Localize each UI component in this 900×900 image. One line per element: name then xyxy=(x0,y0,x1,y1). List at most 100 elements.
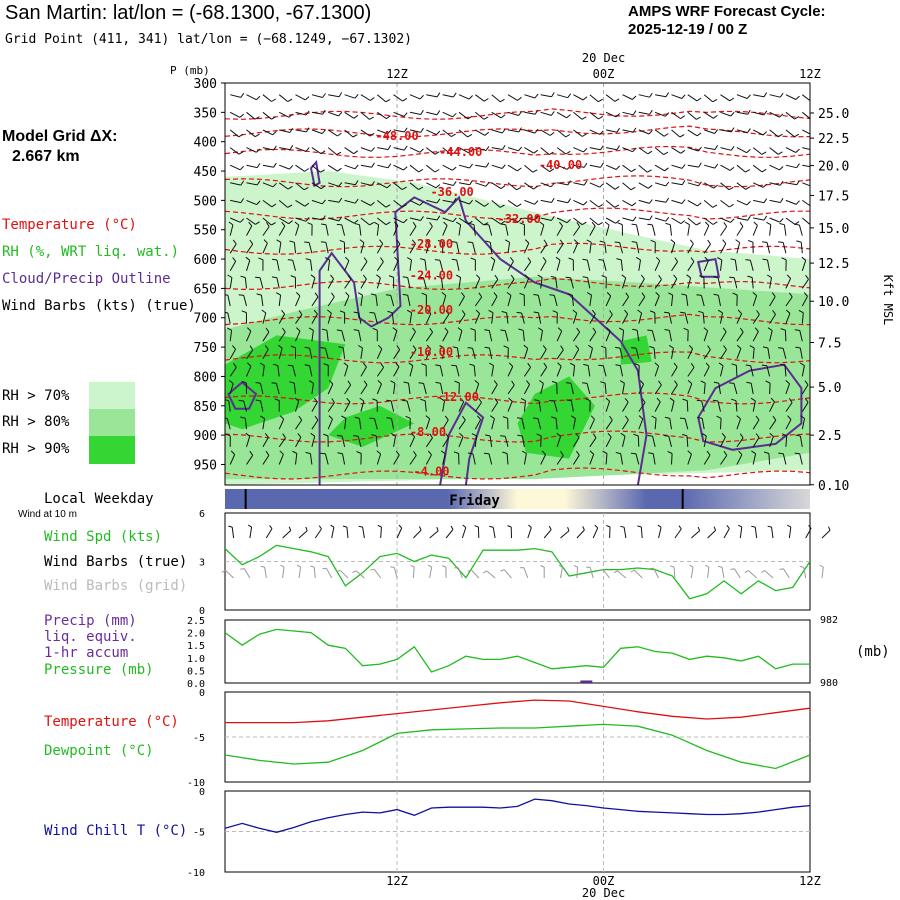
xs-wind-barb-flag xyxy=(745,169,751,173)
surface-wind-barb-true xyxy=(362,527,365,539)
xs-wind-barb xyxy=(277,365,280,377)
xs-wind-barb xyxy=(589,182,601,188)
xs-wind-barb-flag xyxy=(713,293,719,296)
xs-wind-barb xyxy=(325,348,329,359)
xs-wind-barb-flag xyxy=(240,416,246,419)
xs-wind-barb-flag xyxy=(271,98,277,102)
xs-wind-barb xyxy=(605,200,615,208)
xs-wind-barb-flag xyxy=(403,381,409,384)
xs-wind-barb xyxy=(572,454,580,465)
xs-wind-barb xyxy=(703,182,715,189)
xs-wind-barb xyxy=(341,330,346,342)
xs-wind-barb xyxy=(799,347,803,359)
xs-wind-barb xyxy=(702,312,705,324)
xs-wind-barb-flag xyxy=(256,293,262,296)
rh90-region-2 xyxy=(517,376,595,459)
xs-wind-barb-flag xyxy=(281,221,286,227)
xs-wind-barb-flag xyxy=(294,221,300,226)
xs-wind-barb-flag xyxy=(403,145,408,151)
xs-wind-barb xyxy=(638,129,650,135)
xs-wind-barb-flag xyxy=(304,364,310,367)
xs-wind-barb-flag xyxy=(567,93,572,98)
xs-wind-barb-flag xyxy=(371,162,375,168)
xs-wind-barb xyxy=(687,182,699,187)
xs-wind-barb xyxy=(587,365,591,377)
xs-wind-barb-flag xyxy=(552,310,558,314)
xs-wind-barb-flag xyxy=(461,292,465,297)
xs-wind-barb-flag xyxy=(273,162,277,168)
surface-wind-barb-flag xyxy=(657,524,662,528)
xs-wind-barb-flag xyxy=(517,96,522,101)
xs-wind-barb xyxy=(570,400,574,412)
xs-wind-barb-flag xyxy=(338,92,343,97)
xs-wind-barb-flag xyxy=(488,362,494,367)
xs-wind-barb xyxy=(260,400,264,412)
xs-wind-barb-flag xyxy=(523,344,529,349)
xs-wind-barb-flag xyxy=(649,199,653,204)
xs-wind-barb-flag xyxy=(429,433,433,439)
xs-wind-barb-flag xyxy=(690,257,695,262)
xs-wind-barb xyxy=(619,242,623,254)
xs-wind-barb xyxy=(652,435,656,448)
xs-wind-barb xyxy=(278,437,286,448)
xs-wind-barb-flag xyxy=(468,95,473,100)
xs-wind-barb-flag xyxy=(777,151,783,155)
xs-wind-barb xyxy=(553,295,558,307)
xs-wind-barb xyxy=(295,164,305,172)
xs-wind-barb xyxy=(605,129,618,133)
xs-wind-barb xyxy=(475,147,487,151)
surface-wind-barb-true xyxy=(754,527,758,539)
xs-wind-barb xyxy=(769,383,771,395)
xs-wind-barb-flag xyxy=(377,344,383,350)
surface-wind-barb-flag xyxy=(482,570,487,574)
xs-wind-barb-flag xyxy=(713,381,719,384)
xs-wind-barb-flag xyxy=(602,450,608,454)
xs-wind-barb xyxy=(703,383,706,395)
xs-wind-barb xyxy=(377,164,389,169)
xs-wind-barb xyxy=(293,242,296,254)
xs-wind-barb xyxy=(671,164,683,169)
xs-wind-barb xyxy=(537,295,542,307)
xs-wind-barb-flag xyxy=(600,162,604,168)
xs-wind-barb-flag xyxy=(339,239,345,243)
xs-wind-barb xyxy=(573,147,584,153)
xs-wind-barb xyxy=(687,164,699,168)
xs-wind-barb-flag xyxy=(795,434,801,437)
xs-wind-barb-flag xyxy=(812,132,816,135)
xs-wind-barb-flag xyxy=(778,241,784,243)
xs-wind-barb xyxy=(455,365,460,377)
xs-wind-barb-flag xyxy=(265,327,270,333)
surface-wind-barb-true xyxy=(674,528,682,539)
xs-wind-barb xyxy=(653,347,656,359)
xs-wind-barb xyxy=(769,182,781,186)
xs-wind-barb xyxy=(308,242,313,254)
xs-wind-barb xyxy=(654,384,662,395)
xs-wind-barb-flag xyxy=(673,362,678,368)
xs-wind-barb xyxy=(638,259,641,271)
surface-wind-barb-grid xyxy=(733,568,741,579)
wind-panel-ytick-label-2: 6 xyxy=(199,509,205,520)
xs-wind-barb xyxy=(327,418,333,430)
xs-wind-barb xyxy=(292,260,296,271)
xs-wind-barb xyxy=(310,259,313,271)
xs-wind-barb-flag xyxy=(614,98,620,102)
xs-wind-barb-flag xyxy=(798,309,804,314)
xs-wind-barb xyxy=(752,314,760,324)
xs-wind-barb xyxy=(278,111,290,118)
xs-wind-barb-flag xyxy=(287,185,293,190)
xs-wind-barb xyxy=(521,418,525,430)
xs-wind-barb-flag xyxy=(771,292,776,297)
xs-wind-barb xyxy=(752,400,756,412)
xs-wind-barb-flag xyxy=(239,165,245,171)
xs-wind-barb xyxy=(472,453,476,465)
xs-wind-barb-flag xyxy=(271,222,276,226)
xs-wind-barb xyxy=(309,365,313,377)
xs-wind-barb-flag xyxy=(799,362,805,367)
xs-wind-barb-flag xyxy=(336,151,342,156)
xs-wind-barb xyxy=(506,312,509,324)
xs-wind-barb-flag xyxy=(599,240,605,243)
xs-wind-barb xyxy=(589,419,595,430)
xs-wind-barb-flag xyxy=(469,222,475,226)
chill-panel-ytick-label-1: -5 xyxy=(193,828,205,839)
xs-wind-barb-flag xyxy=(413,451,417,456)
